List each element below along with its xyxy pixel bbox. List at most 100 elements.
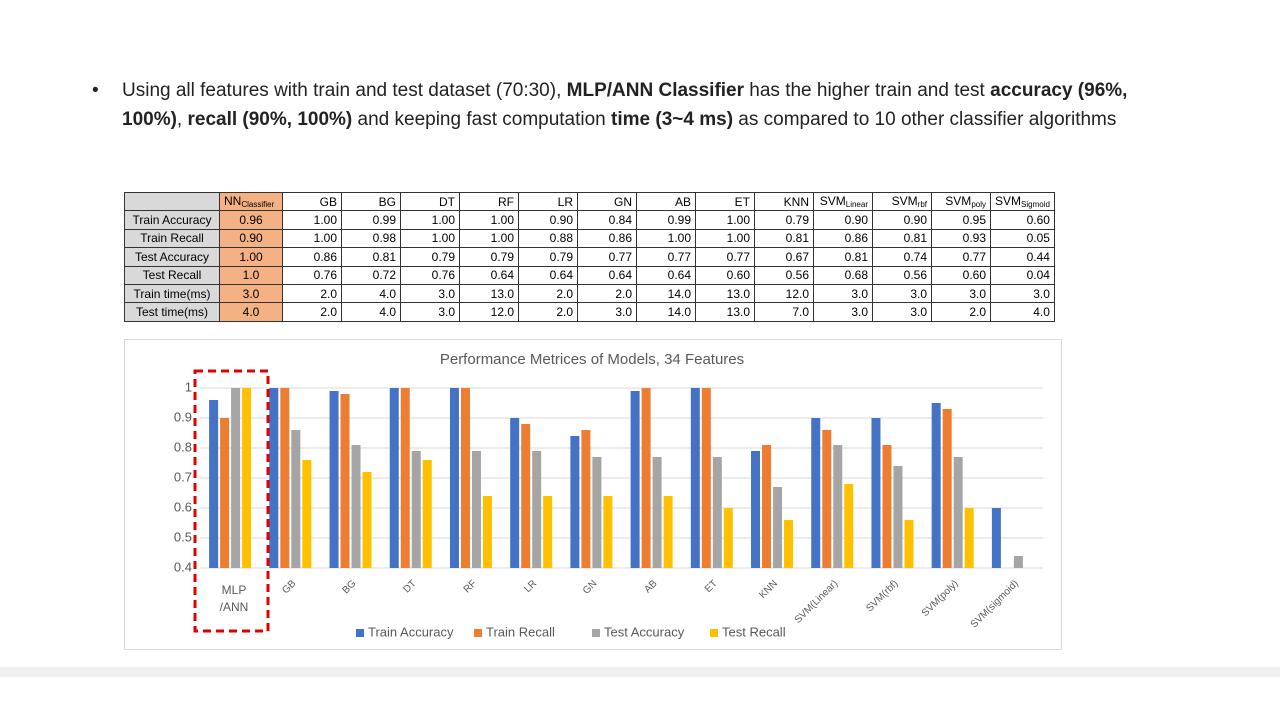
- column-header: DT: [400, 191, 460, 212]
- table-cell: 0.72: [341, 265, 401, 285]
- table-cell: 0.79: [518, 247, 578, 267]
- table-cell: 13.0: [695, 302, 755, 322]
- bar: [329, 391, 339, 568]
- legend-swatch: [356, 629, 364, 637]
- table-cell: 0.77: [636, 247, 696, 267]
- bar: [592, 457, 602, 568]
- table-cell: 0.84: [577, 210, 637, 230]
- table-cell: 12.0: [459, 302, 519, 322]
- table-cell: 4.0: [990, 302, 1055, 322]
- table-cell: 0.86: [813, 228, 873, 249]
- bar: [882, 445, 892, 568]
- bar: [209, 400, 219, 568]
- table-cell: 0.68: [813, 265, 873, 285]
- bar: [871, 418, 881, 568]
- table-cell: 1.00: [459, 228, 519, 249]
- column-header: SVMpoly: [931, 191, 991, 212]
- column-header: KNN: [754, 191, 814, 212]
- text-segment: accuracy (96%, 100%): [122, 80, 1128, 130]
- table-row: Test time(ms) 4.0 2.0 4.0 3.0 12.0 2.0 3.0 14.0 1…: [124, 302, 1055, 322]
- bar: [942, 409, 952, 568]
- table-cell: 0.04: [990, 265, 1055, 285]
- table-cell: 0.67: [754, 247, 814, 267]
- table-cell: 0.81: [813, 247, 873, 267]
- bar: [231, 388, 241, 568]
- table-cell: 0.76: [282, 265, 342, 285]
- bar: [471, 451, 481, 568]
- table-cell: 0.93: [931, 228, 991, 249]
- column-header: SVMSigmoid: [990, 191, 1055, 212]
- table-cell: 0.79: [459, 247, 519, 267]
- table-cell: 2.0: [577, 283, 637, 304]
- table-cell: 13.0: [459, 283, 519, 304]
- bar: [220, 418, 230, 568]
- row-label: Train Accuracy: [124, 210, 220, 230]
- bar: [652, 457, 662, 568]
- row-label: Test time(ms): [124, 302, 220, 322]
- table-cell: 0.60: [695, 265, 755, 285]
- legend-label: Test Accuracy: [604, 624, 685, 639]
- table-cell: 0.98: [341, 228, 401, 249]
- bar: [389, 388, 399, 568]
- table-row: Train time(ms) 3.0 2.0 4.0 3.0 13.0 2.0 2.0 14.0…: [124, 283, 1055, 304]
- table-cell: 0.60: [990, 210, 1055, 230]
- bar: [762, 445, 772, 568]
- table-cell: 1.00: [695, 210, 755, 230]
- row-label: Test Accuracy: [124, 247, 220, 267]
- table-cell: 14.0: [636, 302, 696, 322]
- bar: [641, 388, 651, 568]
- header-text: BG: [378, 194, 396, 209]
- row-label: Train Recall: [124, 228, 220, 249]
- table-cell: 3.0: [400, 283, 460, 304]
- table-cell: 0.90: [872, 210, 932, 230]
- table-cell: 1.00: [282, 228, 342, 249]
- table-cell: 14.0: [636, 283, 696, 304]
- bar: [422, 460, 432, 568]
- bar: [904, 520, 914, 568]
- table-cell: 0.81: [872, 228, 932, 249]
- header-subscript: poly: [971, 200, 986, 210]
- column-header: BG: [341, 191, 401, 212]
- table-cell: 0.99: [341, 210, 401, 230]
- table-cell: 0.99: [636, 210, 696, 230]
- table-cell: 13.0: [695, 283, 755, 304]
- bar: [280, 388, 290, 568]
- text-segment: MLP/ANN Classifier: [566, 80, 745, 101]
- legend-swatch: [710, 629, 718, 637]
- table-cell: 0.95: [931, 210, 991, 230]
- bar: [400, 388, 410, 568]
- bar: [510, 418, 520, 568]
- table-cell: 0.77: [577, 247, 637, 267]
- bar: [242, 388, 252, 568]
- legend-label: Train Accuracy: [368, 624, 454, 639]
- table-cell: 0.64: [577, 265, 637, 285]
- legend-label: Train Recall: [486, 624, 555, 639]
- text-segment: recall (90%, 100%): [187, 109, 353, 130]
- bar: [773, 487, 783, 568]
- y-tick-label: 0.5: [174, 529, 192, 544]
- bar: [603, 496, 613, 568]
- table-cell: 1.00: [695, 228, 755, 249]
- table-row: Train Accuracy 0.96 1.00 0.99 1.00 1.00 0.90 0.…: [124, 210, 1055, 230]
- column-header: ET: [695, 191, 755, 212]
- row-label: Train time(ms): [124, 283, 220, 304]
- table-cell: 12.0: [754, 283, 814, 304]
- table-cell: 0.90: [813, 210, 873, 230]
- header-row: NNClassifier GB BG DT RF LR GN AB ET KNN SVMLinear…: [124, 191, 1055, 212]
- table-cell: 0.77: [695, 247, 755, 267]
- header-text: LR: [557, 194, 573, 209]
- header-subscript: rbf: [917, 200, 927, 210]
- bar: [811, 418, 821, 568]
- column-header: LR: [518, 191, 578, 212]
- bar: [570, 436, 580, 568]
- table-cell: 0.90: [219, 228, 283, 249]
- annotation-text: MLP: [222, 583, 247, 597]
- bar: [351, 445, 361, 568]
- bar: [701, 388, 711, 568]
- bar: [893, 466, 903, 568]
- bullet-text: Using all features with train and test d…: [92, 76, 1192, 134]
- bar: [833, 445, 843, 568]
- bar: [964, 508, 974, 568]
- y-tick-label: 0.9: [174, 409, 192, 424]
- bar: [482, 496, 492, 568]
